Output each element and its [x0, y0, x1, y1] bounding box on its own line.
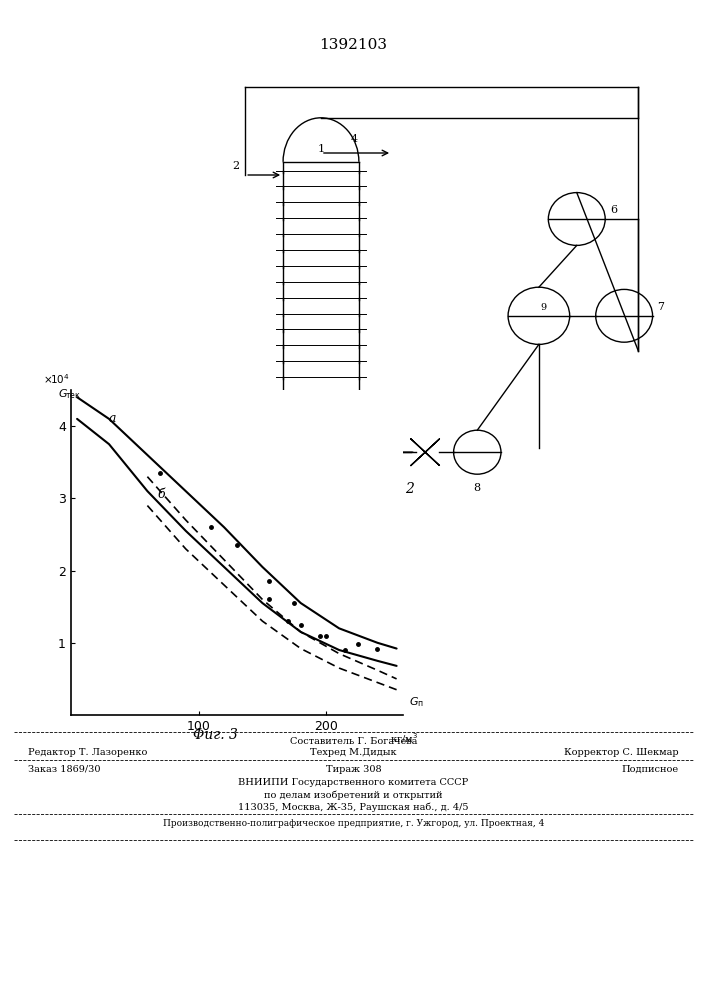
Text: $G_{\text{п}}$: $G_{\text{п}}$: [409, 695, 424, 709]
Text: 10: 10: [376, 468, 389, 477]
Text: 7: 7: [658, 302, 665, 312]
Text: 4: 4: [351, 134, 358, 144]
Bar: [375, 446, 390, 459]
Text: Составитель Г. Богачева: Составитель Г. Богачева: [290, 737, 417, 746]
Text: ВНИИПИ Государственного комитета СССР: ВНИИПИ Государственного комитета СССР: [238, 778, 469, 787]
Text: Подписное: Подписное: [621, 765, 679, 774]
Text: $G_{\!\text{тек}}$: $G_{\!\text{тек}}$: [58, 387, 81, 401]
Text: а: а: [109, 412, 117, 426]
Text: Производственно-полиграфическое предприятие, г. Ужгород, ул. Проектная, 4: Производственно-полиграфическое предприя…: [163, 819, 544, 828]
Text: по делам изобретений и открытий: по делам изобретений и открытий: [264, 790, 443, 800]
Text: Техред М.Дидык: Техред М.Дидык: [310, 748, 397, 757]
Text: 9: 9: [541, 302, 547, 312]
Text: 8: 8: [474, 483, 481, 493]
Text: Заказ 1869/30: Заказ 1869/30: [28, 765, 101, 774]
Text: 113035, Москва, Ж-35, Раушская наб., д. 4/5: 113035, Москва, Ж-35, Раушская наб., д. …: [238, 802, 469, 812]
Text: 1392103: 1392103: [320, 38, 387, 52]
Text: Φиг. 2: Φиг. 2: [370, 482, 414, 496]
Text: Φиг. 3: Φиг. 3: [193, 728, 238, 742]
Text: б: б: [158, 488, 165, 501]
Text: 2: 2: [232, 161, 239, 171]
Text: 6: 6: [610, 205, 617, 215]
Text: кг/м$^3$: кг/м$^3$: [390, 731, 418, 745]
Text: 3: 3: [384, 465, 391, 475]
Text: 1: 1: [317, 144, 325, 154]
Text: Тираж 308: Тираж 308: [326, 765, 381, 774]
Text: 5: 5: [232, 436, 239, 446]
Text: $\times\!10^4$: $\times\!10^4$: [42, 373, 69, 386]
Text: Корректор С. Шекмар: Корректор С. Шекмар: [564, 748, 679, 757]
Text: Редактор Т. Лазоренко: Редактор Т. Лазоренко: [28, 748, 148, 757]
